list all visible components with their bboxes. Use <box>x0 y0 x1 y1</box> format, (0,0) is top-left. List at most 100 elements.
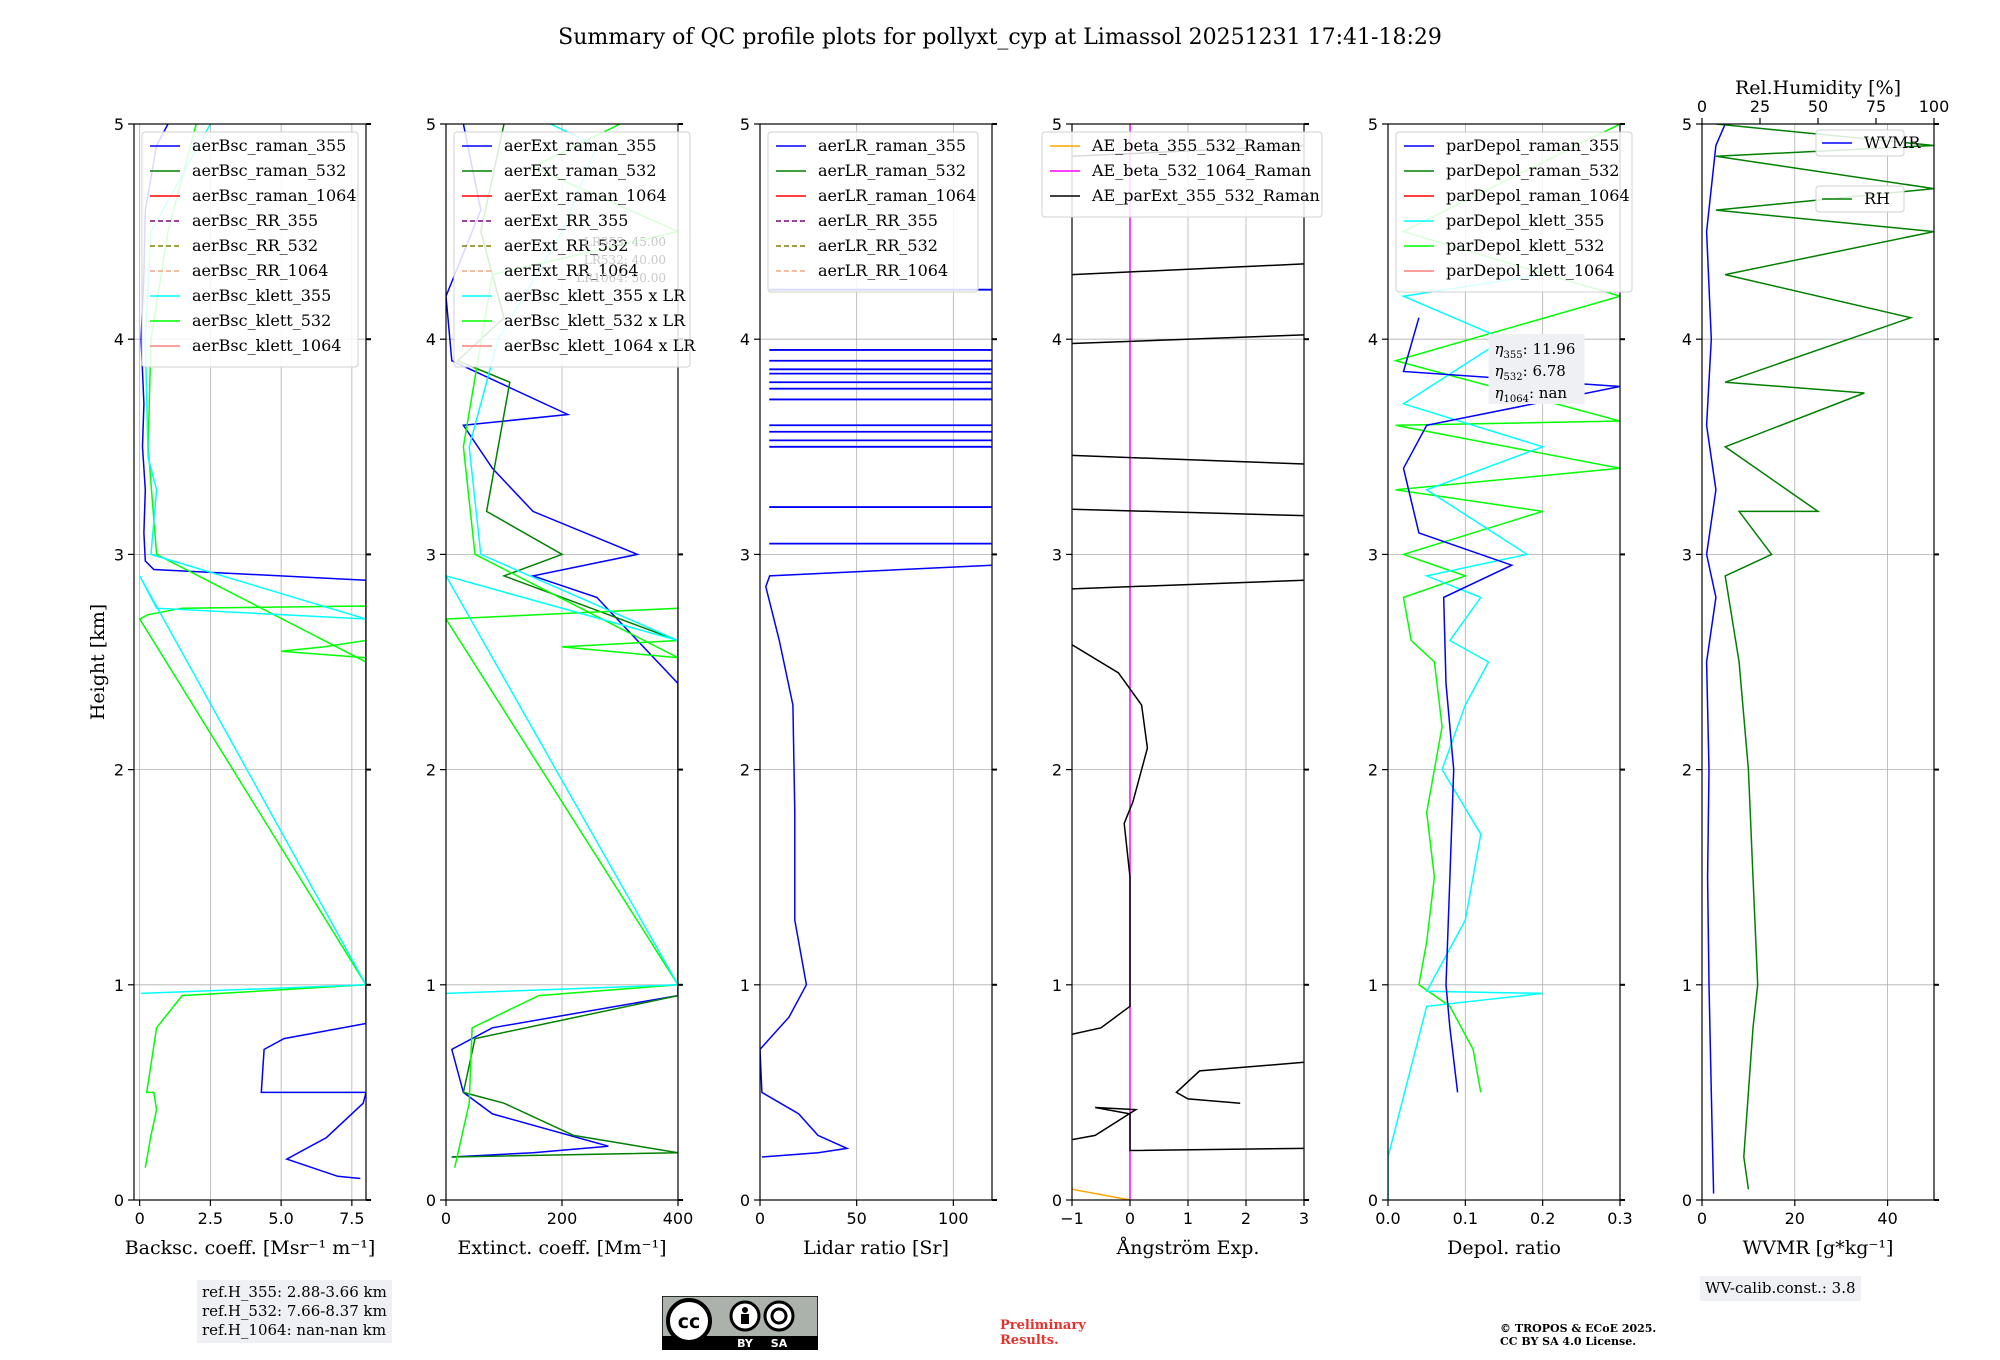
lr-legend-box <box>767 131 979 293</box>
ae-xlabel: Ångström Exp. <box>1116 1237 1260 1259</box>
bsc-legend-label-3: aerBsc_RR_355 <box>192 211 318 230</box>
eta-532: η532: 6.78 <box>1495 362 1566 383</box>
ext-legend-label-7: aerBsc_klett_532 x LR <box>504 311 686 330</box>
ae-series <box>1072 124 1304 1200</box>
ext-legend-label-6: aerBsc_klett_355 x LR <box>504 286 686 305</box>
lr-ytick-label-5: 5 <box>740 115 750 134</box>
series-parDepol_klett_355 <box>1388 273 1546 1200</box>
wv-top-xtick-label-3: 75 <box>1866 97 1886 116</box>
wv-legend-box-0 <box>1815 129 1905 157</box>
ext-ytick-label-0: 0 <box>426 1191 436 1210</box>
ext-lr-value-1: LR532: 40.00 <box>584 253 666 267</box>
dep-ytick-label-5: 5 <box>1368 115 1378 134</box>
wv-legend-label-1: RH <box>1864 189 1890 208</box>
ext-xtick-label-1: 200 <box>547 1209 578 1228</box>
dep-xtick-label-3: 0.3 <box>1607 1209 1632 1228</box>
ext-legend-box <box>453 131 691 368</box>
lr-legend: aerLR_raman_355 aerLR_raman_532 aerLR_rama… <box>767 131 979 293</box>
wv-ytick-label-2: 2 <box>1682 761 1692 780</box>
wv-legend-label-0: WVMR <box>1864 133 1921 152</box>
wv-top-xtick-label-4: 100 <box>1919 97 1950 116</box>
panel-wv: 0 20 40 0 1 2 3 4 5 WVMR [g*kg⁻¹] 0 25 50 75 100 Rel.Hu… <box>1682 77 1949 1259</box>
bsc-legend-label-1: aerBsc_raman_532 <box>192 161 346 180</box>
dep-legend-box <box>1395 131 1633 293</box>
bsc-frame <box>133 123 367 1201</box>
ext-ytick-label-3: 3 <box>426 545 436 564</box>
eta-355: η355: 11.96 <box>1495 340 1576 361</box>
ext-ytick-label-2: 2 <box>426 761 436 780</box>
series-WVMR <box>1705 124 1726 1194</box>
wv-series <box>1705 124 1934 1194</box>
lr-ytick-label-1: 1 <box>740 976 750 995</box>
bsc-legend-label-7: aerBsc_klett_532 <box>192 311 331 330</box>
ext-xlabel: Extinct. coeff. [Mm⁻¹] <box>457 1237 666 1259</box>
lr-legend-label-2: aerLR_raman_1064 <box>818 186 976 205</box>
dep-frame <box>1387 123 1621 1201</box>
series-AE_parExt_355_532_Raman_c <box>1072 644 1149 1036</box>
bsc-ytick-label-3: 3 <box>114 545 124 564</box>
ae-ytick-label-0: 0 <box>1052 1191 1062 1210</box>
lr-xtick-label-2: 100 <box>938 1209 969 1228</box>
panel-lr: 0 50 100 0 1 2 3 4 5 Lidar ratio [Sr] aerLR_raman_… <box>740 115 997 1259</box>
ext-legend: aerExt_raman_355 aerExt_raman_532 aerExt_r… <box>453 131 696 368</box>
copyright-line-2: CC BY SA 4.0 License. <box>1500 1335 1637 1348</box>
figure-title: Summary of QC profile plots for pollyxt_… <box>558 25 1442 50</box>
bsc-ytick-label-1: 1 <box>114 976 124 995</box>
bsc-legend-label-6: aerBsc_klett_355 <box>192 286 331 305</box>
ae-legend: AE_beta_355_532_Raman AE_beta_532_1064_Ra… <box>1041 131 1323 218</box>
ae-legend-box <box>1041 131 1323 218</box>
series-AE_parExt_355_532_Raman <box>1072 1106 1304 1152</box>
lr-frame <box>759 123 993 1201</box>
lr-xtick-label-0: 0 <box>755 1209 765 1228</box>
dep-legend-label-0: parDepol_raman_355 <box>1446 136 1619 155</box>
wv-legend-box-1 <box>1815 185 1905 213</box>
ext-legend-label-5: aerExt_RR_1064 <box>504 261 639 280</box>
wv-top-xtick-label-0: 0 <box>1697 97 1707 116</box>
lr-legend-label-1: aerLR_raman_532 <box>818 161 966 180</box>
bsc-xtick-label-2: 5.0 <box>268 1209 293 1228</box>
dep-ytick-label-3: 3 <box>1368 545 1378 564</box>
wv-ytick-label-3: 3 <box>1682 545 1692 564</box>
ext-xtick-label-2: 400 <box>663 1209 694 1228</box>
bsc-legend-label-0: aerBsc_raman_355 <box>192 136 346 155</box>
ae-legend-label-2: AE_parExt_355_532_Raman <box>1091 186 1320 205</box>
wv-legend: WVMR RH <box>1815 129 1921 213</box>
dep-xtick-label-0: 0.0 <box>1375 1209 1400 1228</box>
dep-legend-label-4: parDepol_klett_532 <box>1446 236 1604 255</box>
lr-legend-label-4: aerLR_RR_532 <box>818 236 938 255</box>
ref-height-355: ref.H_355: 2.88-3.66 km <box>202 1283 387 1301</box>
ext-xtick-label-0: 0 <box>441 1209 451 1228</box>
ext-lr-value-0: LR355: 45.00 <box>584 235 666 249</box>
series-AE_parExt_355_532_Raman_d-0 <box>1072 579 1304 590</box>
wv-top-xtick-label-1: 25 <box>1750 97 1770 116</box>
ref-height-532: ref.H_532: 7.66-8.37 km <box>202 1302 387 1320</box>
series-AE_parExt_355_532_Raman_d-3 <box>1072 334 1304 345</box>
copyright-line-1: © TROPOS & ECoE 2025. <box>1500 1322 1657 1335</box>
bsc-ytick-label-0: 0 <box>114 1191 124 1210</box>
series-AE_parExt_355_532_Raman_b <box>1175 1061 1304 1104</box>
dep-legend-label-1: parDepol_raman_532 <box>1446 161 1619 180</box>
wv-calib-box: WV-calib.const.: 3.8 <box>1700 1276 1861 1301</box>
ext-ytick-label-5: 5 <box>426 115 436 134</box>
lr-legend-label-5: aerLR_RR_1064 <box>818 261 948 280</box>
dep-ytick-label-2: 2 <box>1368 761 1378 780</box>
series-AE_beta_355_532_Raman <box>1072 1188 1131 1200</box>
dep-legend-label-5: parDepol_klett_1064 <box>1446 261 1615 280</box>
ae-xtick-label-3: 2 <box>1241 1209 1251 1228</box>
lr-series <box>760 288 992 1158</box>
sa-icon <box>763 1300 795 1332</box>
lr-ytick-label-3: 3 <box>740 545 750 564</box>
panels: 0 2.5 5.0 7.5 0 1 2 3 4 5 Backsc. coeff. [Msr⁻¹ m⁻… <box>87 77 1949 1259</box>
dep-legend-label-3: parDepol_klett_355 <box>1446 211 1604 230</box>
lr-legend-label-3: aerLR_RR_355 <box>818 211 938 230</box>
series-AE_parExt_355_532_Raman_d-4 <box>1072 263 1304 276</box>
ae-legend-label-1: AE_beta_532_1064_Raman <box>1091 161 1311 180</box>
series-RH <box>1715 124 1934 1190</box>
bsc-legend-label-2: aerBsc_raman_1064 <box>192 186 357 205</box>
dep-xtick-label-2: 0.2 <box>1530 1209 1555 1228</box>
bsc-legend: aerBsc_raman_355 aerBsc_raman_532 aerBsc_r… <box>141 131 359 368</box>
ae-ytick-label-2: 2 <box>1052 761 1062 780</box>
wv-ytick-label-5: 5 <box>1682 115 1692 134</box>
